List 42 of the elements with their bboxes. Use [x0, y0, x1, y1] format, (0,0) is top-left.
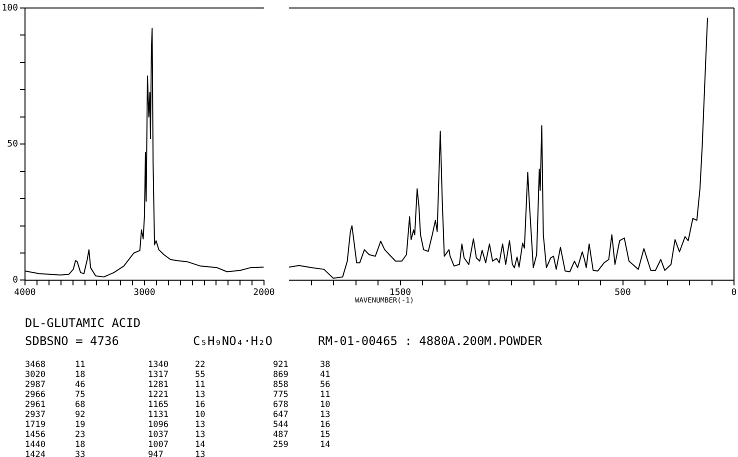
text: 2987 46	[25, 380, 86, 390]
y-tick-label: 0	[12, 276, 18, 286]
text: 2966 75	[25, 390, 86, 400]
text: 1221 13	[148, 390, 206, 400]
text: 647 13	[273, 410, 330, 420]
text: 1719 19	[25, 420, 86, 430]
text: C₅H₉NO₄·H₂O	[193, 334, 272, 348]
text: SDBSNO = 4736	[25, 334, 119, 348]
y-tick-label: 50	[7, 139, 18, 150]
text: 2961 68	[25, 400, 86, 410]
text: 2937 92	[25, 410, 86, 420]
text: 869 41	[273, 370, 330, 380]
text: 1340 22	[148, 360, 206, 370]
y-tick-label: 100	[2, 3, 18, 14]
text: 1281 11	[148, 380, 206, 390]
x-tick-label: 3000	[134, 288, 156, 298]
text: 3468 11	[25, 360, 86, 370]
text: 947 13	[148, 450, 206, 457]
text: 1456 23	[25, 430, 86, 440]
text: 1096 13	[148, 420, 206, 430]
x-tick-label: 500	[614, 288, 631, 298]
text: 1007 14	[148, 440, 206, 450]
x-tick-label: 4000	[14, 288, 36, 298]
text: 921 38	[273, 360, 330, 370]
text: 259 14	[273, 440, 330, 450]
text: DL-GLUTAMIC ACID	[25, 316, 141, 330]
text: 1317 55	[148, 370, 206, 380]
x-tick-label: 0	[731, 288, 737, 298]
text: 544 16	[273, 420, 330, 430]
text: 858 56	[273, 380, 330, 390]
text: 1165 16	[148, 400, 206, 410]
text: 1131 10	[148, 410, 206, 420]
text: 775 11	[273, 390, 330, 400]
text: 3020 18	[25, 370, 86, 380]
x-tick-label: 1500	[389, 288, 412, 298]
text: 1440 18	[25, 440, 86, 450]
text: 1037 13	[148, 430, 206, 440]
text: 487 15	[273, 430, 330, 440]
text: RM-01-00465 : 4880A.200M.POWDER	[318, 334, 542, 348]
x-tick-label: 2000	[253, 288, 275, 298]
text: 678 10	[273, 400, 330, 410]
text: 1424 33	[25, 450, 86, 457]
